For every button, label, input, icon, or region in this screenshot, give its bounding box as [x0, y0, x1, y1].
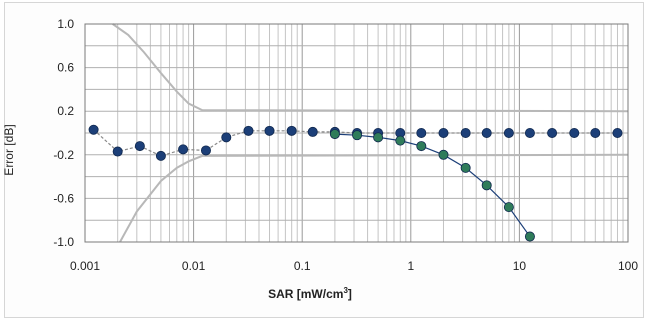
data-point-measured-compressed	[438, 149, 449, 160]
data-point-measured-flat	[155, 150, 166, 161]
data-point-measured-flat	[286, 125, 297, 136]
data-point-measured-compressed	[524, 231, 535, 242]
y-tick-label: 0.2	[57, 104, 74, 118]
data-point-measured-compressed	[329, 129, 340, 140]
data-point-measured-flat	[200, 145, 211, 156]
data-point-measured-flat	[438, 127, 449, 138]
data-point-measured-flat	[112, 146, 123, 157]
data-point-measured-flat	[524, 127, 535, 138]
data-point-measured-flat	[88, 124, 99, 135]
data-point-measured-flat	[569, 127, 580, 138]
x-tick-label: 0.001	[70, 259, 100, 273]
x-tick-label: 100	[618, 259, 638, 273]
data-point-measured-flat	[481, 127, 492, 138]
data-point-measured-compressed	[395, 135, 406, 146]
y-axis-label: Error [dB]	[2, 124, 16, 176]
data-point-measured-compressed	[481, 180, 492, 191]
x-tick-label: 0.1	[294, 259, 311, 273]
plot-area-border	[84, 23, 629, 243]
y-tick-label: -0.6	[53, 191, 74, 205]
x-tick-label: 10	[513, 259, 527, 273]
data-point-measured-compressed	[352, 130, 363, 141]
tick-labels: 0.001 0.01 0.1 1 10 100 1.0 0.6 0.2 -0.2 -0.6 -1.0	[53, 17, 638, 273]
data-point-measured-compressed	[416, 141, 427, 152]
data-point-measured-flat	[547, 127, 558, 138]
data-point-measured-flat	[134, 141, 145, 152]
data-point-measured-flat	[178, 144, 189, 155]
x-tick-label: 1	[407, 259, 414, 273]
data-point-measured-flat	[221, 132, 232, 143]
series-line-limit-upper	[112, 23, 629, 113]
data-point-measured-flat	[307, 126, 318, 137]
data-point-measured-flat	[416, 127, 427, 138]
y-tick-label: 0.6	[57, 61, 74, 75]
data-point-measured-flat	[243, 125, 254, 136]
x-axis-label: SAR [mW/cm3]	[250, 286, 370, 301]
series-line-measured-compressed	[334, 133, 531, 237]
y-tick-label: -1.0	[53, 235, 74, 249]
x-axis-label-text: SAR [mW/cm	[268, 287, 344, 301]
data-point-measured-flat	[460, 127, 471, 138]
x-tick-label: 0.01	[182, 259, 206, 273]
data-point-measured-flat	[264, 125, 275, 136]
y-tick-label: -0.2	[53, 148, 74, 162]
data-point-measured-flat	[503, 127, 514, 138]
x-axis-label-close: ]	[347, 287, 352, 301]
data-point-measured-flat	[590, 127, 601, 138]
data-point-measured-flat	[612, 127, 623, 138]
y-tick-label: 1.0	[57, 17, 74, 31]
series-layer	[88, 23, 629, 243]
x-axis-label-sup: 3	[343, 286, 348, 295]
data-point-measured-compressed	[460, 162, 471, 173]
series-line-limit-lower	[119, 153, 629, 243]
data-point-measured-compressed	[503, 202, 514, 213]
data-point-measured-compressed	[373, 132, 384, 143]
